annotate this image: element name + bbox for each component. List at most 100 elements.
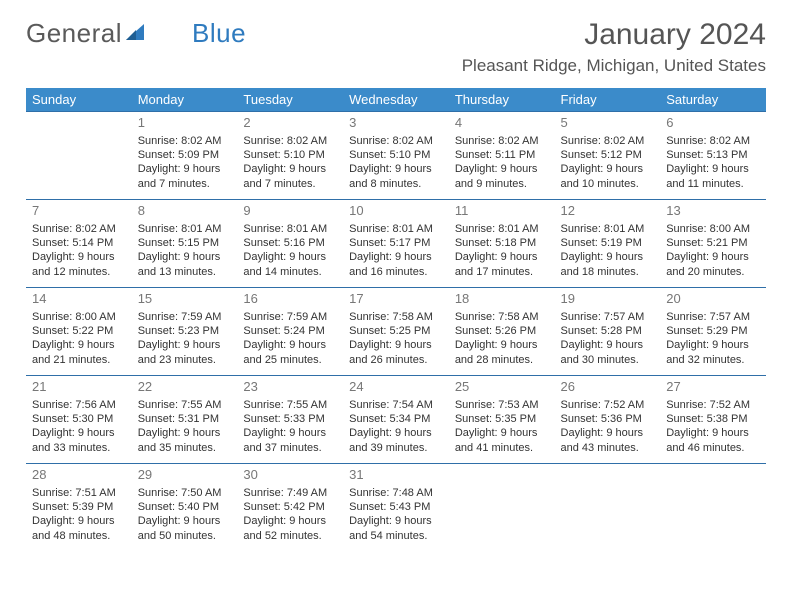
day-info-line: and 52 minutes. xyxy=(243,529,337,543)
day-info-line: and 54 minutes. xyxy=(349,529,443,543)
day-info-line: Sunrise: 8:02 AM xyxy=(243,134,337,148)
day-info-line: and 32 minutes. xyxy=(666,353,760,367)
day-cell: 29Sunrise: 7:50 AMSunset: 5:40 PMDayligh… xyxy=(132,464,238,552)
day-info-line: Sunrise: 7:58 AM xyxy=(349,310,443,324)
day-cell: 2Sunrise: 8:02 AMSunset: 5:10 PMDaylight… xyxy=(237,112,343,200)
day-info-line: Sunrise: 7:57 AM xyxy=(666,310,760,324)
day-cell: 24Sunrise: 7:54 AMSunset: 5:34 PMDayligh… xyxy=(343,376,449,464)
day-info-line: Daylight: 9 hours xyxy=(561,162,655,176)
day-info-line: and 14 minutes. xyxy=(243,265,337,279)
day-number: 24 xyxy=(349,379,443,396)
week-row: 28Sunrise: 7:51 AMSunset: 5:39 PMDayligh… xyxy=(26,464,766,552)
day-info-line: Sunset: 5:38 PM xyxy=(666,412,760,426)
day-info-line: Sunset: 5:35 PM xyxy=(455,412,549,426)
day-info-line: Daylight: 9 hours xyxy=(455,338,549,352)
day-info-line: Daylight: 9 hours xyxy=(455,162,549,176)
day-number: 2 xyxy=(243,115,337,132)
day-cell: 21Sunrise: 7:56 AMSunset: 5:30 PMDayligh… xyxy=(26,376,132,464)
day-number: 16 xyxy=(243,291,337,308)
day-cell: 10Sunrise: 8:01 AMSunset: 5:17 PMDayligh… xyxy=(343,200,449,288)
day-info-line: Sunrise: 8:00 AM xyxy=(666,222,760,236)
day-info-line: Sunset: 5:43 PM xyxy=(349,500,443,514)
day-cell: 15Sunrise: 7:59 AMSunset: 5:23 PMDayligh… xyxy=(132,288,238,376)
day-cell: 8Sunrise: 8:01 AMSunset: 5:15 PMDaylight… xyxy=(132,200,238,288)
day-info-line: and 11 minutes. xyxy=(666,177,760,191)
day-header-sunday: Sunday xyxy=(26,88,132,112)
day-number: 5 xyxy=(561,115,655,132)
day-info-line: Sunrise: 8:02 AM xyxy=(138,134,232,148)
calendar-body: 1Sunrise: 8:02 AMSunset: 5:09 PMDaylight… xyxy=(26,112,766,552)
day-info-line: Sunrise: 7:59 AM xyxy=(243,310,337,324)
day-info-line: Sunset: 5:39 PM xyxy=(32,500,126,514)
day-info-line: Daylight: 9 hours xyxy=(349,162,443,176)
day-header-friday: Friday xyxy=(555,88,661,112)
day-info-line: and 39 minutes. xyxy=(349,441,443,455)
day-number: 22 xyxy=(138,379,232,396)
day-info-line: Daylight: 9 hours xyxy=(455,426,549,440)
day-number: 23 xyxy=(243,379,337,396)
day-info-line: Daylight: 9 hours xyxy=(32,426,126,440)
sail-icon xyxy=(124,22,146,42)
day-info-line: Sunset: 5:14 PM xyxy=(32,236,126,250)
day-info-line: and 21 minutes. xyxy=(32,353,126,367)
day-cell: 30Sunrise: 7:49 AMSunset: 5:42 PMDayligh… xyxy=(237,464,343,552)
day-cell: 31Sunrise: 7:48 AMSunset: 5:43 PMDayligh… xyxy=(343,464,449,552)
calendar-page: General Blue January 2024 Pleasant Ridge… xyxy=(0,0,792,562)
day-cell: 12Sunrise: 8:01 AMSunset: 5:19 PMDayligh… xyxy=(555,200,661,288)
day-info-line: Sunset: 5:18 PM xyxy=(455,236,549,250)
day-info-line: and 23 minutes. xyxy=(138,353,232,367)
day-cell: 3Sunrise: 8:02 AMSunset: 5:10 PMDaylight… xyxy=(343,112,449,200)
day-number: 29 xyxy=(138,467,232,484)
day-number: 28 xyxy=(32,467,126,484)
brand-part2: Blue xyxy=(192,18,246,49)
day-info-line: Sunrise: 8:01 AM xyxy=(455,222,549,236)
day-info-line: Sunset: 5:36 PM xyxy=(561,412,655,426)
brand-logo: General Blue xyxy=(26,18,246,49)
day-cell: 17Sunrise: 7:58 AMSunset: 5:25 PMDayligh… xyxy=(343,288,449,376)
brand-part1: General xyxy=(26,18,122,49)
day-info-line: Daylight: 9 hours xyxy=(666,162,760,176)
day-info-line: Daylight: 9 hours xyxy=(349,426,443,440)
day-info-line: and 18 minutes. xyxy=(561,265,655,279)
week-row: 21Sunrise: 7:56 AMSunset: 5:30 PMDayligh… xyxy=(26,376,766,464)
calendar-table: SundayMondayTuesdayWednesdayThursdayFrid… xyxy=(26,88,766,552)
day-number: 20 xyxy=(666,291,760,308)
day-info-line: Sunset: 5:13 PM xyxy=(666,148,760,162)
day-cell xyxy=(449,464,555,552)
day-info-line: Sunset: 5:16 PM xyxy=(243,236,337,250)
location-line: Pleasant Ridge, Michigan, United States xyxy=(462,56,766,76)
day-info-line: Daylight: 9 hours xyxy=(349,338,443,352)
day-info-line: Sunrise: 7:54 AM xyxy=(349,398,443,412)
day-cell xyxy=(555,464,661,552)
day-info-line: and 16 minutes. xyxy=(349,265,443,279)
day-info-line: Sunset: 5:23 PM xyxy=(138,324,232,338)
day-cell: 25Sunrise: 7:53 AMSunset: 5:35 PMDayligh… xyxy=(449,376,555,464)
day-info-line: Daylight: 9 hours xyxy=(666,250,760,264)
day-number: 4 xyxy=(455,115,549,132)
day-info-line: Daylight: 9 hours xyxy=(349,514,443,528)
day-info-line: Sunrise: 8:02 AM xyxy=(455,134,549,148)
day-info-line: and 7 minutes. xyxy=(138,177,232,191)
day-header-tuesday: Tuesday xyxy=(237,88,343,112)
day-number: 14 xyxy=(32,291,126,308)
day-info-line: Sunrise: 8:01 AM xyxy=(561,222,655,236)
day-info-line: Sunrise: 7:58 AM xyxy=(455,310,549,324)
day-info-line: and 35 minutes. xyxy=(138,441,232,455)
day-info-line: Sunrise: 7:49 AM xyxy=(243,486,337,500)
day-number: 8 xyxy=(138,203,232,220)
day-number: 9 xyxy=(243,203,337,220)
day-info-line: Sunset: 5:10 PM xyxy=(243,148,337,162)
day-info-line: Sunset: 5:11 PM xyxy=(455,148,549,162)
day-info-line: Daylight: 9 hours xyxy=(32,514,126,528)
day-number: 6 xyxy=(666,115,760,132)
day-info-line: Sunset: 5:15 PM xyxy=(138,236,232,250)
day-info-line: Sunrise: 8:02 AM xyxy=(666,134,760,148)
day-cell: 7Sunrise: 8:02 AMSunset: 5:14 PMDaylight… xyxy=(26,200,132,288)
day-cell: 23Sunrise: 7:55 AMSunset: 5:33 PMDayligh… xyxy=(237,376,343,464)
day-number: 25 xyxy=(455,379,549,396)
day-info-line: Daylight: 9 hours xyxy=(32,338,126,352)
day-number: 11 xyxy=(455,203,549,220)
day-info-line: Sunrise: 7:52 AM xyxy=(561,398,655,412)
day-info-line: and 37 minutes. xyxy=(243,441,337,455)
day-info-line: Daylight: 9 hours xyxy=(138,514,232,528)
